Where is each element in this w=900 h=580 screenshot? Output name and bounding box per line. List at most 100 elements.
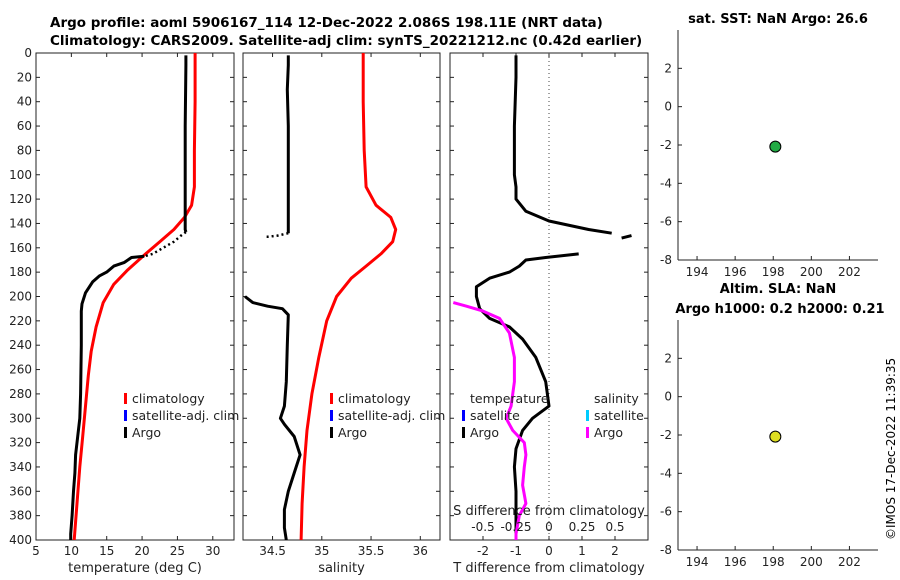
panel-title: Altim. SLA: NaN xyxy=(720,282,836,297)
legend-entry: Argo xyxy=(338,425,367,440)
x-axis-label: T difference from climatology xyxy=(452,561,645,576)
top-axis-tick-label: -0.25 xyxy=(500,520,531,534)
data-point xyxy=(769,140,782,153)
series-line-argo xyxy=(285,55,290,234)
top-axis-tick-label: 0.5 xyxy=(605,520,624,534)
x-tick-label: 15 xyxy=(99,544,114,558)
y-tick-label: 140 xyxy=(9,216,32,230)
series-line-s-argo xyxy=(452,301,528,540)
y-tick-label: -2 xyxy=(660,138,672,152)
legend-swatch xyxy=(462,427,465,438)
y-tick-label: -4 xyxy=(660,466,672,480)
legend-swatch xyxy=(124,427,127,438)
y-tick-label: 80 xyxy=(17,143,32,157)
x-tick-label: 5 xyxy=(32,544,40,558)
y-tick-label: 40 xyxy=(17,95,32,109)
y-tick-label: 60 xyxy=(17,119,32,133)
x-tick-label: 10 xyxy=(64,544,79,558)
x-tick-label: 36 xyxy=(413,544,428,558)
legend-title: salinity xyxy=(594,391,639,406)
salinity-axes: 34.5 35 35.5 36 salinity climatology satellite… xyxy=(242,52,445,576)
legend-entry: satellite-adj. clim xyxy=(132,408,239,423)
x-tick-label: 35 xyxy=(314,544,329,558)
y-tick-label: 400 xyxy=(9,533,32,547)
y-tick-label: 0 xyxy=(24,46,32,60)
y-tick-label: 300 xyxy=(9,411,32,425)
x-tick-label: -1 xyxy=(510,544,522,558)
legend-entry: Argo xyxy=(470,425,499,440)
panel-title: sat. SST: NaN Argo: 26.6 xyxy=(688,12,868,27)
x-tick-label: 35.5 xyxy=(358,544,385,558)
y-tick-label: 360 xyxy=(9,484,32,498)
header-line-2: Climatology: CARS2009. Satellite-adj cli… xyxy=(50,33,642,49)
y-tick-label: -8 xyxy=(660,253,672,267)
y-tick-label: 160 xyxy=(9,241,32,255)
y-tick-label: 100 xyxy=(9,168,32,182)
series-line-t-argo xyxy=(621,234,632,240)
series-line-argo xyxy=(244,295,302,540)
y-tick-label: 2 xyxy=(664,61,672,75)
y-tick-label: -8 xyxy=(660,543,672,557)
x-axis-label: salinity xyxy=(318,561,365,576)
series-line-argo xyxy=(69,254,145,540)
plot-frame xyxy=(35,52,235,541)
top-axis-label: S difference from climatology xyxy=(453,504,645,519)
y-tick-label: 380 xyxy=(9,509,32,523)
legend-entry: satellite-adj. clim xyxy=(338,408,445,423)
y-tick-label: -4 xyxy=(660,176,672,190)
y-tick-label: 240 xyxy=(9,338,32,352)
legend-swatch xyxy=(462,410,465,421)
y-tick-label: 320 xyxy=(9,436,32,450)
y-tick-label: -6 xyxy=(660,505,672,519)
y-tick-label: 120 xyxy=(9,192,32,206)
y-tick-label: 280 xyxy=(9,387,32,401)
x-tick-label: 30 xyxy=(205,544,220,558)
x-tick-label: 194 xyxy=(686,265,709,279)
legend-entry: Argo xyxy=(132,425,161,440)
legend-entry: climatology xyxy=(132,391,205,406)
x-tick-label: 2 xyxy=(611,544,619,558)
legend-swatch xyxy=(330,393,333,404)
series-line-argo xyxy=(143,230,187,258)
x-tick-label: 202 xyxy=(838,265,861,279)
data-point xyxy=(769,430,782,443)
series-line-argo xyxy=(264,231,289,239)
y-tick-label: 220 xyxy=(9,314,32,328)
legend-swatch xyxy=(586,410,589,421)
y-tick-label: 200 xyxy=(9,290,32,304)
x-tick-label: -2 xyxy=(477,544,489,558)
top-axis-tick-label: -0.5 xyxy=(471,520,494,534)
x-tick-label: 34.5 xyxy=(259,544,286,558)
y-tick-label: -6 xyxy=(660,215,672,229)
series-line-t-argo xyxy=(512,55,612,235)
legend-entry: satellite xyxy=(470,408,520,423)
x-tick-label: 1 xyxy=(578,544,586,558)
x-tick-label: 198 xyxy=(762,555,785,569)
series-line-argo xyxy=(183,55,188,233)
x-tick-label: 202 xyxy=(838,555,861,569)
y-tick-label: 260 xyxy=(9,363,32,377)
y-tick-label: 340 xyxy=(9,460,32,474)
x-tick-label: 0 xyxy=(545,544,553,558)
legend-swatch xyxy=(124,410,127,421)
x-tick-label: 25 xyxy=(170,544,185,558)
legend-entry: satellite xyxy=(594,408,644,423)
legend-swatch xyxy=(124,393,127,404)
y-tick-label: 180 xyxy=(9,265,32,279)
series-line-t-argo xyxy=(474,252,579,540)
top-axis-tick-label: 0.25 xyxy=(569,520,596,534)
plot-frame xyxy=(449,52,649,541)
timestamp-label: ©IMOS 17-Dec-2022 11:39:35 xyxy=(884,358,898,540)
legend-swatch xyxy=(330,427,333,438)
legend-swatch xyxy=(330,410,333,421)
x-tick-label: 196 xyxy=(724,555,747,569)
x-axis-label: temperature (deg C) xyxy=(68,561,202,576)
header-line-1: Argo profile: aoml 5906167_114 12-Dec-20… xyxy=(50,15,603,31)
y-tick-label: -2 xyxy=(660,428,672,442)
x-tick-label: 194 xyxy=(686,555,709,569)
y-tick-label: 0 xyxy=(664,100,672,114)
x-tick-label: 20 xyxy=(134,544,149,558)
difference-axes: -2 -1 0 1 2 T difference from climatology S di… xyxy=(449,52,649,576)
series-line-climatology xyxy=(72,53,197,540)
temperature-axes: 5 10 15 20 25 3002040608010012014016018020022… xyxy=(9,46,239,576)
